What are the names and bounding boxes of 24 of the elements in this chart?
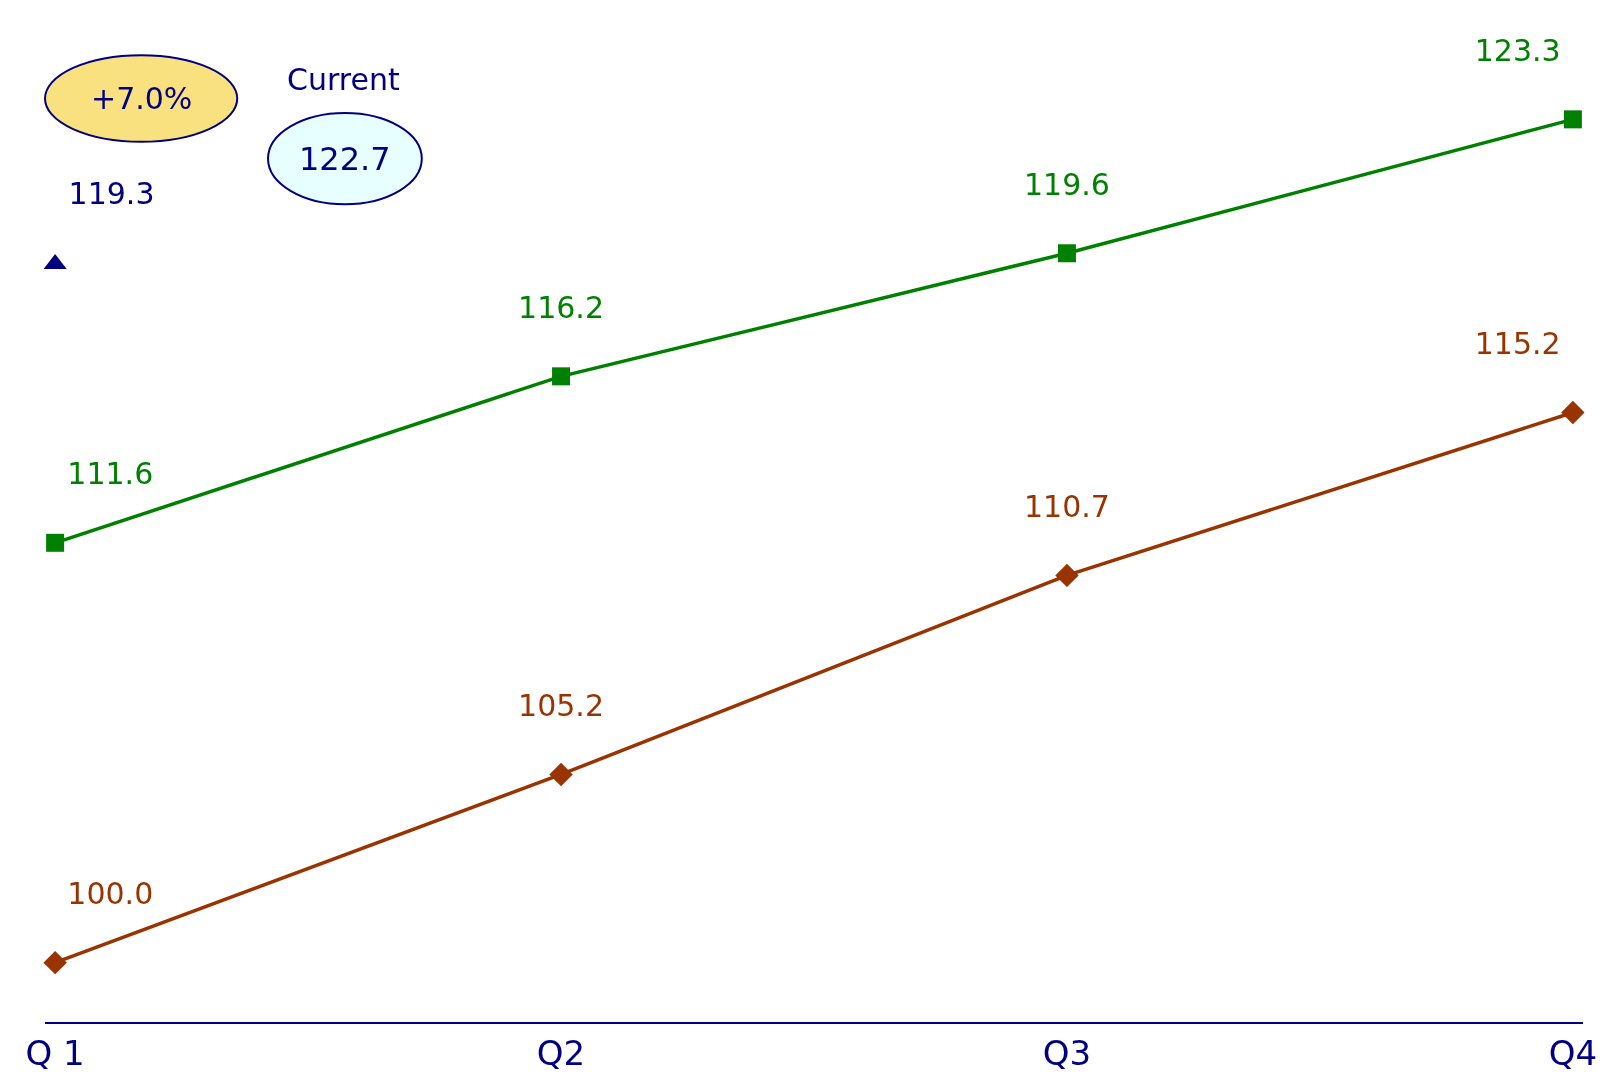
point (1055, 563, 1079, 588)
point (1561, 400, 1585, 425)
data-label: 110.7 (1024, 488, 1110, 524)
data-label: 116.2 (518, 289, 604, 325)
point (46, 533, 65, 552)
point (1057, 244, 1076, 263)
point (43, 950, 67, 975)
text: +7.0% (91, 81, 193, 116)
data-label: 119.3 (68, 176, 155, 212)
x-tick-label: Q3 (1042, 1032, 1092, 1073)
x-tick-label: Q 1 (25, 1032, 85, 1073)
text: Current (287, 62, 400, 97)
data-label: 100.0 (67, 875, 154, 911)
point (549, 762, 573, 787)
annotation: 122.7 (299, 140, 391, 178)
x-tick-label: Q2 (536, 1032, 586, 1073)
data-label: 123.3 (1474, 32, 1561, 68)
data-label: 111.6 (67, 456, 154, 492)
data-label: 105.2 (518, 687, 604, 723)
data-label: 115.2 (1474, 325, 1561, 361)
x-tick-label: Q4 (1548, 1032, 1598, 1073)
point (1563, 110, 1582, 129)
data-label: 119.6 (1024, 166, 1110, 202)
point (552, 367, 571, 386)
